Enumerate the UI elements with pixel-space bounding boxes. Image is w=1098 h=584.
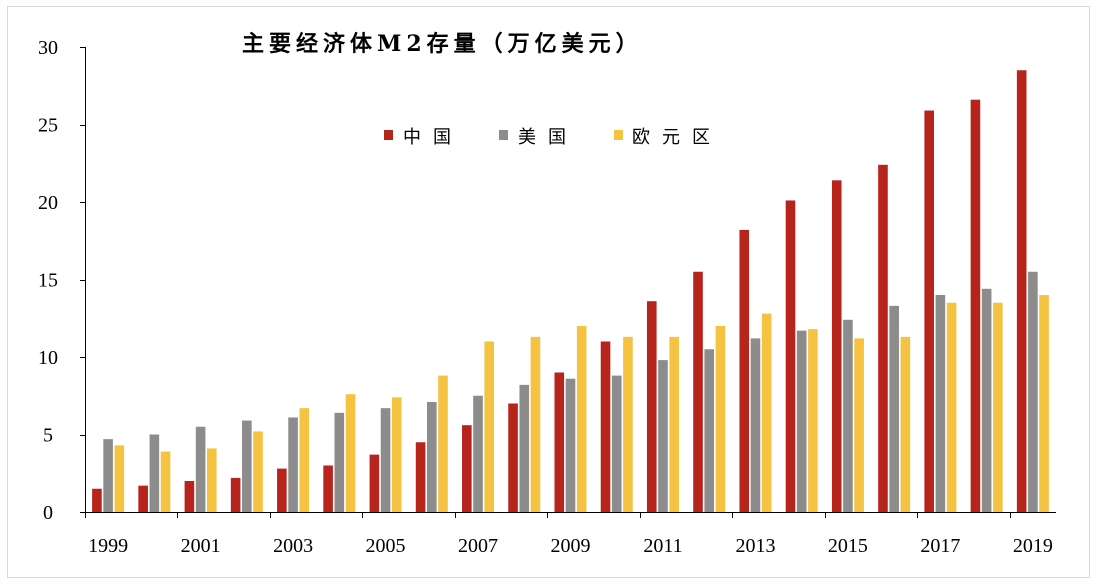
legend-label-eurozone: 欧元区 bbox=[632, 127, 722, 148]
y-tick-label: 0 bbox=[43, 502, 53, 524]
bar-eurozone-2014 bbox=[808, 329, 818, 512]
bar-eurozone-2007 bbox=[484, 341, 495, 512]
bar-china-2011 bbox=[646, 301, 657, 512]
y-tick-label: 25 bbox=[38, 115, 58, 137]
bar-eurozone-2011 bbox=[669, 336, 679, 512]
bar-china-2014 bbox=[785, 200, 796, 512]
bar-usa-2010 bbox=[611, 375, 622, 512]
y-tick-label: 20 bbox=[38, 192, 58, 214]
bar-eurozone-2008 bbox=[530, 336, 541, 512]
x-tick-label: 1999 bbox=[88, 535, 128, 557]
x-tick-label: 2009 bbox=[551, 535, 591, 557]
bar-china-2005 bbox=[369, 454, 380, 512]
bar-eurozone-1999 bbox=[114, 445, 125, 512]
legend-item-eurozone: 欧元区 bbox=[614, 127, 722, 148]
bar-usa-2007 bbox=[473, 395, 483, 512]
bar-china-2013 bbox=[739, 229, 750, 512]
bar-china-2018 bbox=[970, 99, 981, 512]
bar-usa-2002 bbox=[242, 420, 252, 512]
bar-usa-2019 bbox=[1028, 271, 1038, 512]
bar-usa-2017 bbox=[935, 295, 946, 512]
bar-usa-2015 bbox=[843, 319, 853, 512]
legend-item-usa: 美国 bbox=[499, 127, 578, 148]
bar-usa-2009 bbox=[565, 378, 576, 512]
bar-china-2003 bbox=[277, 468, 287, 512]
bar-eurozone-2010 bbox=[623, 336, 633, 512]
x-tick-label: 2017 bbox=[920, 535, 960, 557]
legend-item-china: 中国 bbox=[384, 127, 463, 148]
bar-eurozone-2003 bbox=[299, 408, 310, 512]
bar-usa-2014 bbox=[796, 330, 807, 512]
bar-eurozone-2009 bbox=[576, 326, 587, 512]
chart-title: 主要经济体M2存量（万亿美元） bbox=[242, 31, 643, 57]
bar-eurozone-2002 bbox=[253, 431, 263, 512]
bar-eurozone-2006 bbox=[438, 375, 448, 512]
bar-china-2012 bbox=[693, 271, 703, 512]
bar-china-2015 bbox=[831, 180, 842, 513]
bar-china-2009 bbox=[554, 372, 565, 512]
y-axis: 0 5 10 15 20 25 30 bbox=[38, 37, 86, 524]
bar-eurozone-2017 bbox=[946, 302, 957, 512]
bar-eurozone-2018 bbox=[993, 302, 1003, 512]
bar-eurozone-2004 bbox=[345, 394, 356, 512]
legend-swatch-eurozone bbox=[614, 130, 623, 140]
bar-china-2016 bbox=[878, 164, 888, 513]
bar-china-2007 bbox=[462, 425, 472, 512]
bar-china-2000 bbox=[138, 485, 148, 512]
y-tick-label: 30 bbox=[38, 37, 58, 59]
bar-china-2008 bbox=[508, 403, 518, 512]
bar-china-2002 bbox=[230, 477, 241, 512]
bar-eurozone-2001 bbox=[207, 448, 217, 512]
legend-label-usa: 美国 bbox=[518, 127, 578, 148]
bar-usa-2003 bbox=[288, 417, 298, 512]
bar-usa-2008 bbox=[519, 384, 530, 512]
x-tick-label: 2019 bbox=[1013, 535, 1053, 557]
x-tick-label: 2015 bbox=[828, 535, 868, 557]
bar-usa-2013 bbox=[750, 338, 761, 512]
legend-swatch-usa bbox=[499, 130, 508, 140]
bars bbox=[92, 70, 1049, 513]
bar-eurozone-2016 bbox=[900, 336, 911, 512]
bar-usa-2012 bbox=[704, 349, 715, 512]
bar-usa-2000 bbox=[149, 434, 160, 512]
chart-frame bbox=[7, 6, 1090, 578]
bar-usa-2018 bbox=[981, 288, 992, 512]
bar-eurozone-2012 bbox=[715, 326, 726, 512]
x-tick-label: 2011 bbox=[643, 535, 682, 557]
bar-eurozone-2013 bbox=[761, 313, 772, 512]
y-tick-label: 5 bbox=[43, 425, 53, 447]
bar-usa-1999 bbox=[103, 439, 113, 512]
bar-china-2017 bbox=[924, 110, 934, 513]
bar-china-2001 bbox=[184, 481, 195, 512]
x-tick-label: 2003 bbox=[273, 535, 313, 557]
bar-china-1999 bbox=[92, 488, 102, 512]
x-tick-label: 2013 bbox=[735, 535, 775, 557]
x-tick-label: 2001 bbox=[181, 535, 221, 557]
bar-usa-2016 bbox=[889, 305, 899, 512]
y-tick-label: 10 bbox=[38, 347, 58, 369]
x-axis: 1999 2001 2003 2005 2007 2009 2011 2013 2015 2017… bbox=[85, 512, 1056, 557]
bar-china-2019 bbox=[1016, 70, 1027, 512]
bar-usa-2004 bbox=[334, 412, 345, 512]
legend-swatch-china bbox=[384, 130, 393, 140]
bar-china-2004 bbox=[323, 465, 333, 512]
legend: 中国 美国 欧元区 bbox=[384, 127, 722, 148]
y-tick-label: 15 bbox=[38, 270, 58, 292]
bar-eurozone-2019 bbox=[1039, 295, 1049, 512]
bar-eurozone-2000 bbox=[160, 451, 171, 512]
bar-china-2006 bbox=[415, 442, 426, 512]
bar-eurozone-2005 bbox=[391, 397, 402, 512]
bar-usa-2011 bbox=[658, 360, 668, 512]
x-tick-label: 2007 bbox=[458, 535, 498, 557]
bar-eurozone-2015 bbox=[854, 338, 864, 512]
x-tick-label: 2005 bbox=[366, 535, 406, 557]
bar-usa-2001 bbox=[195, 426, 206, 512]
bar-usa-2005 bbox=[380, 408, 391, 512]
bar-china-2010 bbox=[600, 341, 611, 512]
bar-usa-2006 bbox=[426, 401, 437, 512]
legend-label-china: 中国 bbox=[403, 127, 463, 148]
